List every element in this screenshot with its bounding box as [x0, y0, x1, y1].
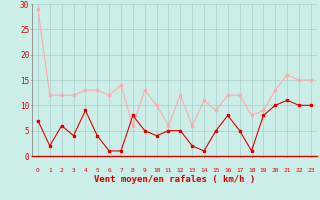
X-axis label: Vent moyen/en rafales ( km/h ): Vent moyen/en rafales ( km/h ): [94, 175, 255, 184]
